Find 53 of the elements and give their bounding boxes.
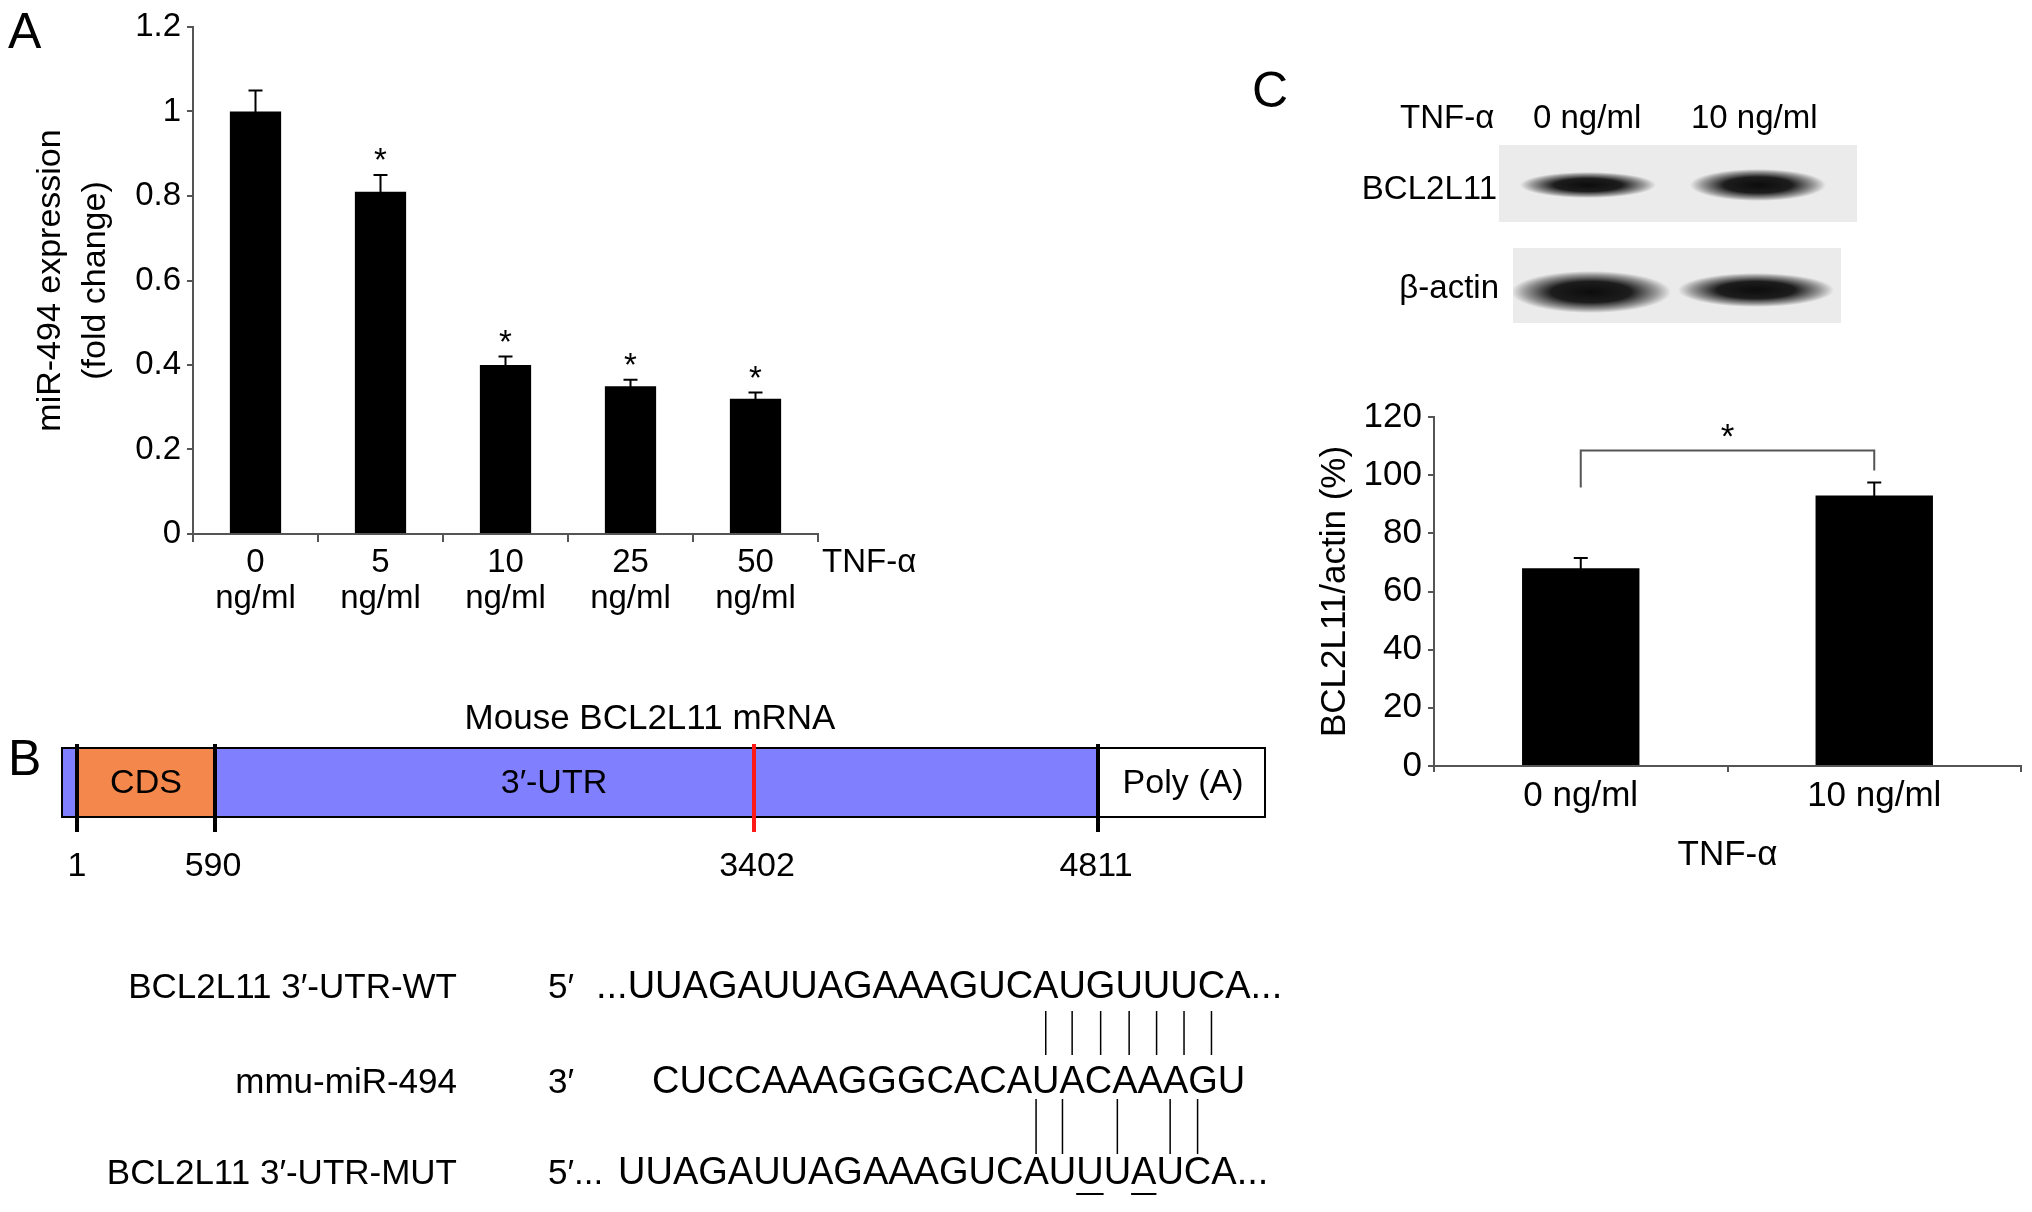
text: 5′ [548,965,575,1005]
y-tick-label: 0.4 [135,344,181,382]
y-tick-label: 0.8 [135,175,181,213]
annotation: * [624,345,638,383]
text: β-actin [1399,268,1499,306]
y-tick-label: 0.2 [135,428,181,466]
text: ...UUAGAUUAGAAAGUCAUGUUUCA... [596,964,1283,1007]
y-tick-label: 0 [1402,743,1422,783]
category-label: Poly (A) [1122,762,1244,801]
text: 3402 [719,845,795,884]
y-tick-label: 60 [1383,569,1422,609]
x-tick-label: 0 ng/ml [215,541,296,615]
text: 1 [67,845,87,884]
y-axis-title: miR-494 expression (fold change) [28,129,112,432]
y-tick-label: 20 [1383,685,1422,725]
y-axis-title: BCL2L11/actin (%) [1312,445,1352,738]
text: BCL2L11 [1361,169,1497,207]
y-tick-label: 40 [1383,627,1422,667]
category-label: CDS [110,762,182,801]
annotation: * [374,140,388,178]
y-tick-label: 0 [162,513,181,551]
y-tick-label: 0.6 [135,259,181,297]
text: 590 [184,845,242,884]
text: B [8,729,42,786]
text: 0 ng/ml [1533,98,1642,136]
text: A [8,2,42,59]
y-tick-label: 80 [1383,510,1422,550]
y-tick-label: 1 [162,90,181,128]
annotation: * [1720,416,1735,456]
text: 10 ng/ml [1691,98,1818,136]
text: BCL2L11 3′-UTR-MUT [106,1151,457,1191]
x-tick-label: 25 ng/ml [590,541,671,615]
x-axis-title: TNF-α [822,542,917,580]
x-tick-label: 50 ng/ml [715,541,796,615]
annotation: * [749,358,763,396]
text: TNF-α [1400,98,1495,136]
y-tick-label: 100 [1363,452,1422,492]
text: Mouse BCL2L11 mRNA [464,696,837,736]
y-tick-label: 120 [1363,394,1422,434]
y-tick-label: 1.2 [135,6,181,44]
text: mmu-miR-494 [235,1060,457,1100]
x-tick-label: 5 ng/ml [340,541,421,615]
x-axis-title: TNF-α [1677,832,1778,872]
x-tick-label: 10 ng/ml [465,541,546,615]
category-label: 3′-UTR [500,762,608,801]
text: 4811 [1059,845,1133,884]
text: 5′... [548,1151,604,1191]
text: 3′ [548,1060,575,1100]
text: BCL2L11 3′-UTR-WT [128,965,457,1005]
text: C [1251,61,1289,118]
text: CUCCAAAGGGCACAUACAAAGU [651,1059,1246,1102]
annotation: * [499,322,513,360]
text: UUAGAUUAGAAAGUCAUUUAUCA... [618,1150,1269,1193]
